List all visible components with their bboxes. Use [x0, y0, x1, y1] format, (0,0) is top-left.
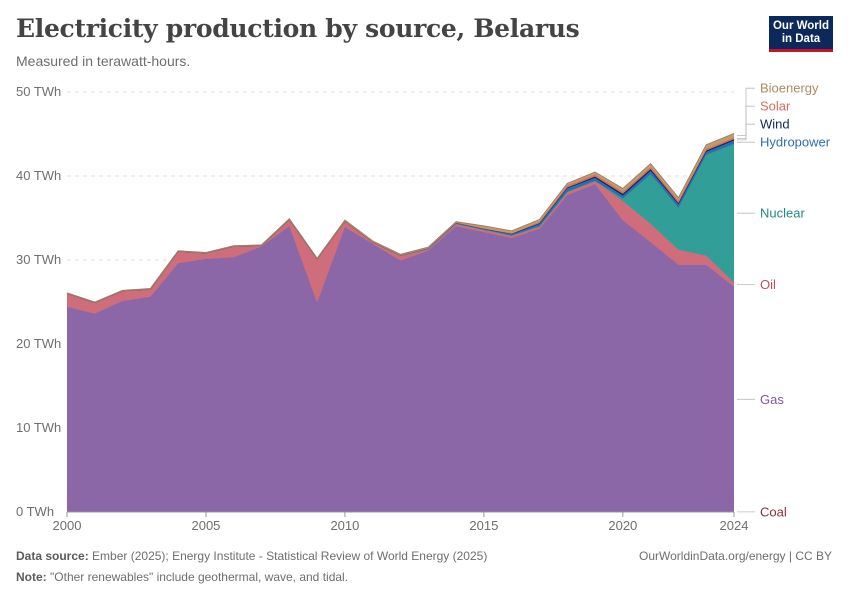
logo-line-1: Our World [772, 20, 829, 32]
x-tick-label: 2015 [469, 518, 498, 533]
chart-note: Note: "Other renewables" include geother… [16, 570, 348, 584]
legend-label-nuclear[interactable]: Nuclear [760, 206, 805, 221]
total-outline [66, 133, 735, 303]
area-gas[interactable] [67, 184, 734, 512]
note-label: Note: [16, 570, 47, 584]
y-tick-label: 0 TWh [16, 504, 54, 519]
chart-area: 0 TWh 10 TWh 20 TWh 30 TWh 40 TWh 50 TWh 2000 2… [16, 81, 831, 533]
source-label: Data source: [16, 549, 89, 563]
legend-label-oil[interactable]: Oil [760, 277, 776, 292]
owid-logo[interactable]: Our World in Data [769, 16, 833, 52]
x-tick-label: 2005 [191, 518, 220, 533]
axis-layer: 0 TWh 10 TWh 20 TWh 30 TWh 40 TWh 50 TWh 2000 2… [16, 84, 748, 533]
source-text[interactable]: Ember (2025); Energy Institute - Statist… [92, 549, 488, 563]
x-tick-label: 2000 [53, 518, 82, 533]
y-tick-label: 20 TWh [16, 336, 61, 351]
x-tick-label: 2024 [720, 518, 749, 533]
logo-line-2: in Data [781, 33, 821, 45]
note-text: "Other renewables" include geothermal, w… [50, 570, 349, 584]
legend-label-solar[interactable]: Solar [760, 99, 791, 114]
legend-label-hydropower[interactable]: Hydropower [760, 135, 831, 150]
legend-layer: Bioenergy Solar Wind Hydropower Nuclear Oil Ga… [737, 81, 831, 519]
legend-label-coal[interactable]: Coal [760, 504, 787, 519]
y-tick-label: 40 TWh [16, 168, 61, 183]
legend-connector [737, 123, 755, 141]
x-tick-label: 2020 [608, 518, 637, 533]
legend-connector [737, 105, 755, 139]
y-tick-label: 10 TWh [16, 420, 61, 435]
chart-title: Electricity production by source, Belaru… [16, 14, 580, 43]
legend-label-gas[interactable]: Gas [760, 392, 784, 407]
x-tick-label: 2010 [330, 518, 359, 533]
chart-subtitle: Measured in terawatt-hours. [16, 53, 191, 69]
source-url[interactable]: OurWorldinData.org/energy | CC BY [639, 549, 832, 563]
y-tick-label: 50 TWh [16, 84, 61, 99]
data-source: Data source: Ember (2025); Energy Instit… [16, 549, 487, 563]
legend-label-bioenergy[interactable]: Bioenergy [760, 81, 819, 96]
y-tick-label: 30 TWh [16, 252, 61, 267]
legend-label-wind[interactable]: Wind [760, 117, 790, 132]
area-layer [66, 132, 735, 513]
